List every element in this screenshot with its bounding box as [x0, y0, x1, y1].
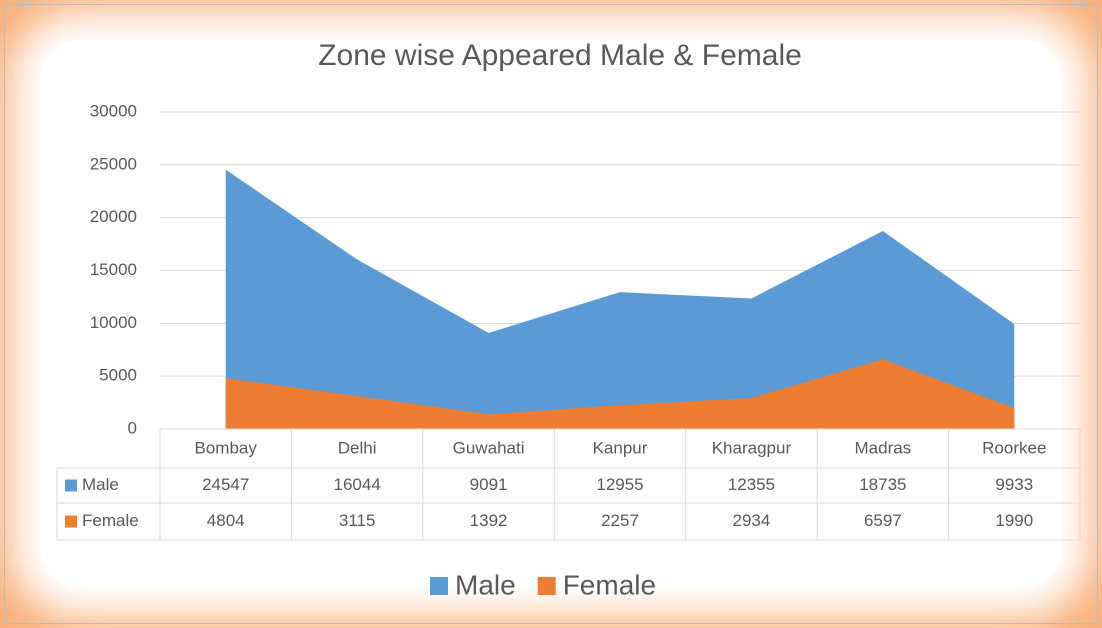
table-value: 9933 [995, 475, 1033, 494]
x-tick-label: Kanpur [593, 438, 648, 457]
table-value: 1392 [470, 511, 508, 530]
area [225, 169, 1015, 429]
legend-label: Female [563, 569, 656, 600]
legend-key [537, 577, 556, 595]
table-value: 18735 [859, 475, 906, 494]
x-tick-label: Delhi [338, 438, 377, 457]
table-value: 2934 [733, 511, 771, 530]
x-tick-label: Madras [855, 438, 912, 457]
table-value: 1990 [995, 511, 1033, 530]
area [225, 359, 1015, 429]
table-value: 6597 [864, 511, 902, 530]
y-tick-label: 30000 [90, 101, 137, 120]
x-tick-label: Roorkee [982, 438, 1046, 457]
table-value: 16044 [334, 475, 381, 494]
chart-title: Zone wise Appeared Male & Female [318, 39, 802, 72]
y-tick-label: 0 [128, 418, 137, 437]
frame [4, 4, 1098, 624]
y-tick-label: 25000 [90, 154, 137, 173]
legend-label: Male [455, 569, 516, 600]
y-tick-label: 5000 [99, 366, 137, 385]
x-tick-label: Guwahati [453, 438, 525, 457]
table-value: 24547 [202, 475, 249, 494]
table-legend-key [65, 479, 77, 492]
x-tick-label: Bombay [195, 438, 258, 457]
table-value: 9091 [470, 475, 508, 494]
y-tick-label: 20000 [90, 207, 137, 226]
table-row-label: Female [82, 511, 139, 530]
x-tick-label: Kharagpur [712, 438, 792, 457]
legend-key [430, 577, 448, 595]
table-value: 2257 [601, 511, 639, 530]
y-tick-label: 15000 [90, 260, 137, 279]
table-value: 12355 [728, 475, 775, 494]
table-value: 4804 [207, 511, 245, 530]
table-row-label: Male [82, 475, 119, 494]
table-value: 3115 [339, 511, 376, 530]
table-legend-key [65, 515, 77, 528]
table-value: 12955 [596, 475, 643, 494]
y-tick-label: 10000 [90, 313, 137, 332]
